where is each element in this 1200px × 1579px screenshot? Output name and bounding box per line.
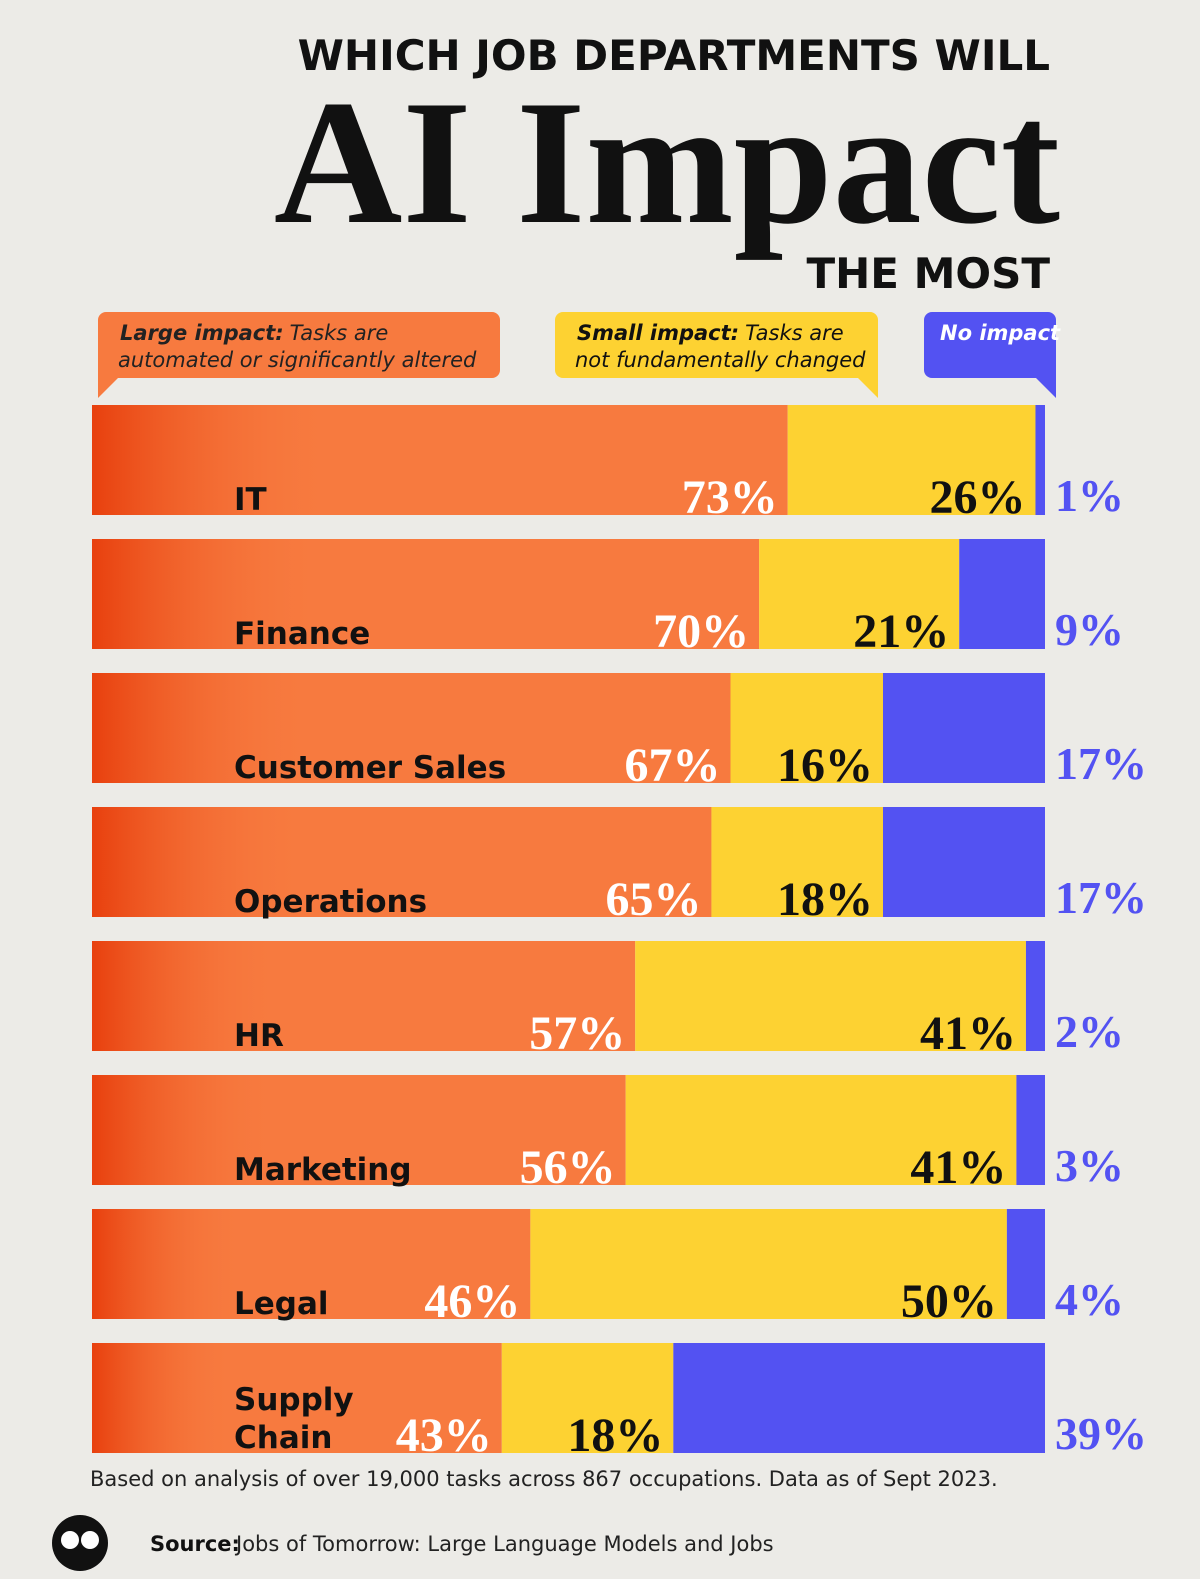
- bar-shade: [92, 807, 712, 917]
- bars: 73% 26% 1% 70% 21% 9% 67% 16% 17% 65% 18% 17% 57% 41%…: [92, 405, 1147, 1462]
- legend-box: [924, 312, 1056, 378]
- bar-segment: [1025, 941, 1045, 1051]
- bar-segment: [1006, 1209, 1045, 1319]
- bar-segment: [711, 807, 883, 917]
- bar-segment: [787, 405, 1036, 515]
- title-top: WHICH JOB DEPARTMENTS WILL: [298, 31, 1050, 80]
- legend-text: No impact: [940, 321, 1061, 345]
- value-label: 21%: [853, 605, 949, 658]
- bar-segment: [1016, 1075, 1045, 1185]
- legend-description-line: Tasks are: [290, 321, 389, 345]
- legend-description: Tasks are not fundamentally changed: [575, 321, 866, 372]
- bar-segment: [759, 539, 960, 649]
- category-label: Finance: [234, 616, 371, 652]
- value-label: 9%: [1055, 604, 1124, 655]
- value-label: 43%: [396, 1409, 492, 1462]
- logo: [52, 1515, 108, 1571]
- category-label: Marketing: [234, 1152, 412, 1188]
- category-label: Customer Sales: [234, 750, 507, 786]
- bar-segment: [1035, 405, 1045, 515]
- bar-shade: [92, 941, 636, 1051]
- legend-description: Tasks are automated or significantly alte…: [118, 321, 477, 372]
- category-label: IT: [234, 482, 267, 518]
- category-label: Operations: [234, 884, 428, 920]
- value-label: 1%: [1055, 470, 1124, 521]
- legend-tail: [1028, 370, 1056, 398]
- title-bottom: THE MOST: [806, 249, 1050, 298]
- bar-segment: [625, 1075, 1017, 1185]
- bar-shade: [92, 1209, 531, 1319]
- value-label: 67%: [625, 739, 721, 792]
- legend-text: Small impact:: [577, 321, 739, 345]
- legend-tail: [850, 370, 878, 398]
- value-label: 16%: [777, 739, 873, 792]
- bar-shade: [92, 405, 788, 515]
- legend-box: [98, 312, 500, 378]
- legend-text: Large impact:: [120, 321, 284, 345]
- bar-shade: [92, 539, 760, 649]
- legend-box: [555, 312, 878, 378]
- legend-tail: [98, 370, 126, 398]
- bar-segment: [959, 539, 1045, 649]
- bar-segment: [730, 673, 883, 783]
- bar-segment: [501, 1343, 674, 1453]
- legend-name: Large impact:: [120, 321, 284, 345]
- value-label: 18%: [777, 873, 873, 926]
- value-label: 18%: [567, 1409, 663, 1462]
- value-label: 41%: [920, 1007, 1016, 1060]
- source: Jobs of Tomorrow: Large Language Models …: [234, 1532, 774, 1556]
- value-label: 46%: [424, 1275, 520, 1328]
- bar-segment: [635, 941, 1026, 1051]
- legend-description-line: automated or significantly altered: [118, 348, 477, 372]
- bar-shade: [92, 1075, 626, 1185]
- value-label: 41%: [910, 1141, 1006, 1194]
- legend-description-line: not fundamentally changed: [575, 348, 866, 372]
- value-label: 70%: [653, 605, 749, 658]
- value-label: 2%: [1055, 1006, 1124, 1057]
- legend: Large impact: Tasks are automated or signi…: [98, 312, 1061, 398]
- value-label: 65%: [605, 873, 701, 926]
- category-label: HR: [234, 1018, 284, 1054]
- value-label: 3%: [1055, 1140, 1124, 1191]
- value-label: 26%: [929, 471, 1025, 524]
- bar-shade: [92, 673, 731, 783]
- value-label: 4%: [1055, 1274, 1124, 1325]
- legend-name: No impact: [940, 321, 1061, 345]
- bar-segment: [673, 1343, 1045, 1453]
- value-label: 56%: [520, 1141, 616, 1194]
- category-label: Legal: [234, 1286, 329, 1322]
- bar-shade: [92, 1343, 502, 1453]
- logo-eye: [61, 1531, 79, 1549]
- legend-name: Small impact:: [577, 321, 739, 345]
- bar-segment: [882, 673, 1045, 783]
- category-label: Supply Chain: [234, 1382, 354, 1456]
- value-label: 17%: [1055, 738, 1147, 789]
- value-label: 39%: [1055, 1408, 1147, 1459]
- bar-segment: [530, 1209, 1007, 1319]
- legend-description-line: Tasks are: [745, 321, 844, 345]
- value-label: 50%: [901, 1275, 997, 1328]
- value-label: 17%: [1055, 872, 1147, 923]
- note: Based on analysis of over 19,000 tasks a…: [90, 1467, 998, 1491]
- bar-segment: [882, 807, 1045, 917]
- title: AI Impact: [274, 63, 1060, 261]
- value-label: 73%: [682, 471, 778, 524]
- source-label: Source:: [150, 1532, 240, 1556]
- logo-eye: [81, 1531, 99, 1549]
- value-label: 57%: [529, 1007, 625, 1060]
